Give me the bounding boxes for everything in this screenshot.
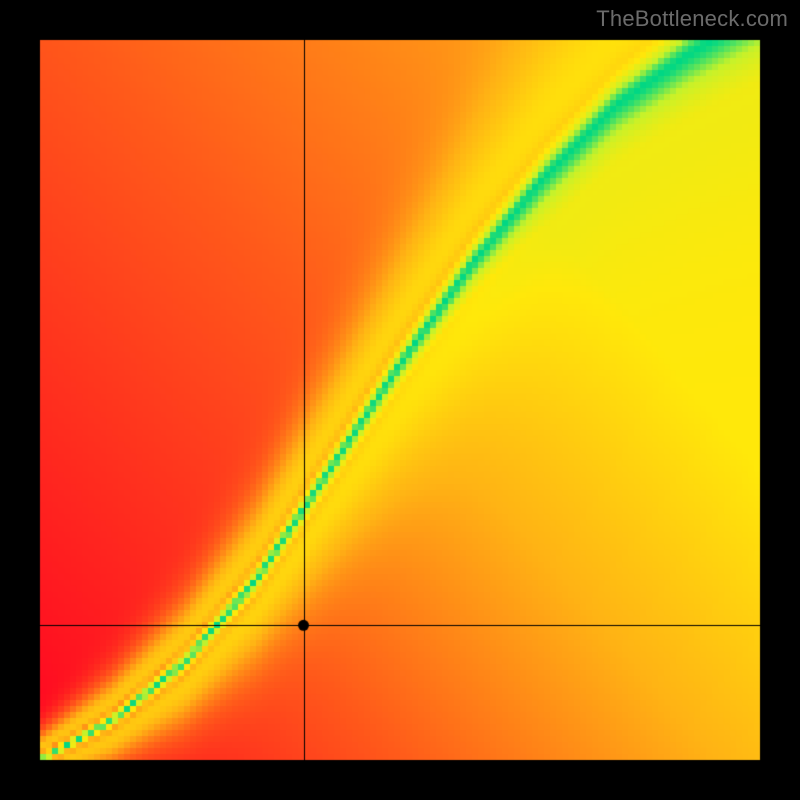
chart-container: TheBottleneck.com (0, 0, 800, 800)
bottleneck-heatmap (0, 0, 800, 800)
watermark-label: TheBottleneck.com (596, 6, 788, 32)
